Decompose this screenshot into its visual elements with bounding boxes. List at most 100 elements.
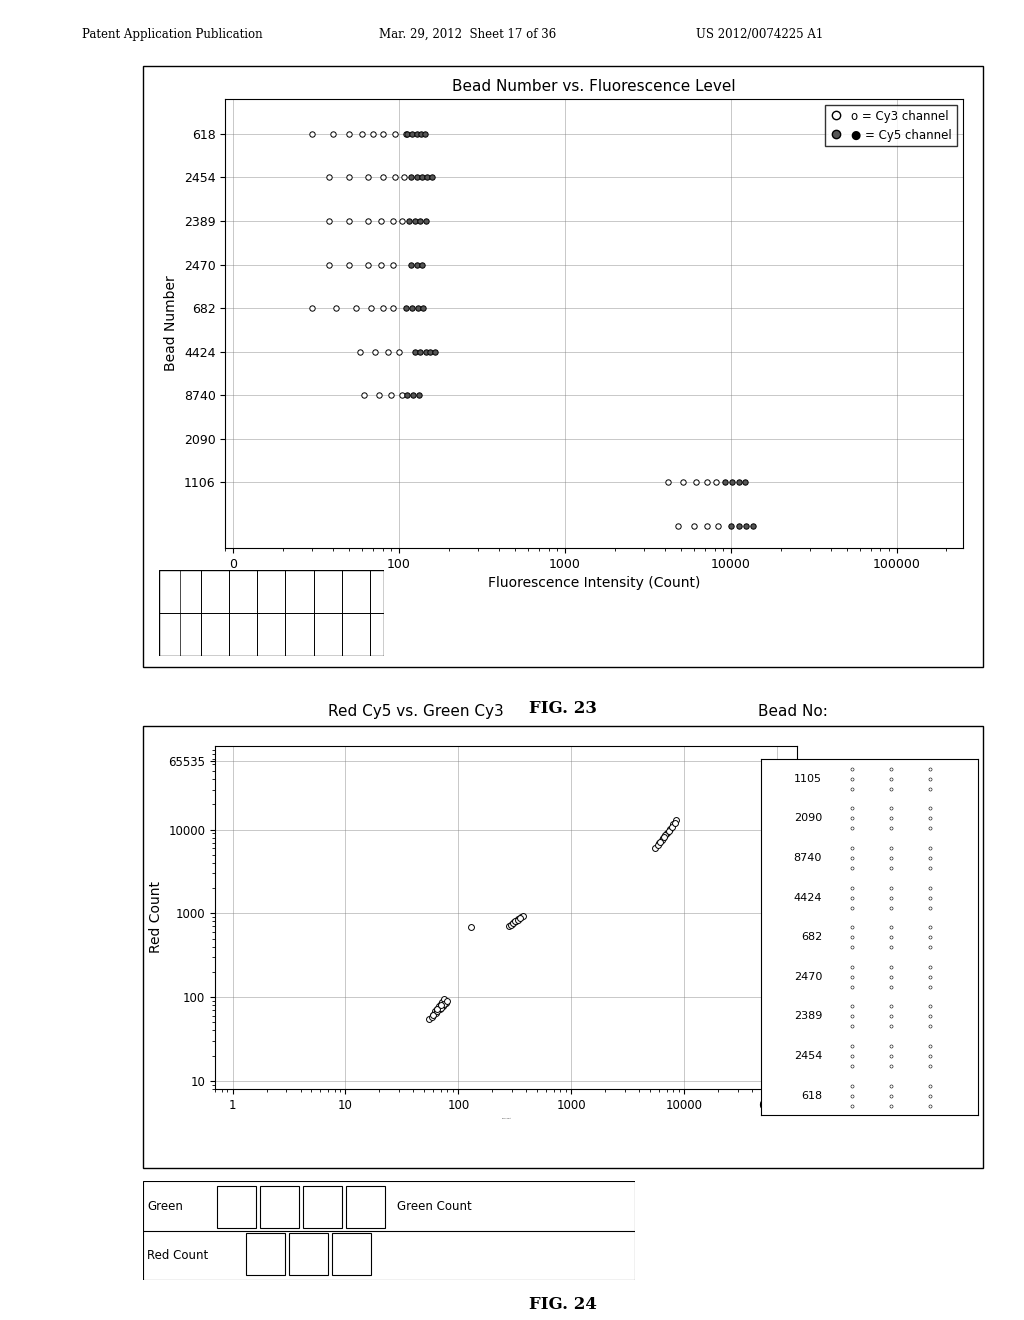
Point (403, 297, 420, 318)
Point (844, 1074, 860, 1096)
Point (922, 1074, 938, 1096)
Point (883, 887, 899, 908)
Point (424, 1006, 440, 1027)
Point (659, 471, 676, 492)
Point (362, 297, 379, 318)
Point (359, 166, 376, 187)
Point (922, 768, 938, 789)
Point (304, 123, 321, 144)
Point (722, 515, 738, 536)
Point (652, 832, 669, 853)
Text: FIG. 23: FIG. 23 (529, 700, 597, 717)
Point (402, 166, 419, 187)
Point (353, 123, 370, 144)
Text: 1105: 1105 (794, 774, 822, 784)
Text: 8740: 8740 (794, 853, 822, 863)
Point (510, 908, 526, 929)
Point (436, 994, 453, 1015)
Point (375, 166, 391, 187)
Point (321, 253, 337, 275)
Point (371, 384, 387, 405)
Point (463, 917, 479, 939)
Point (922, 977, 938, 998)
Point (844, 956, 860, 977)
Point (883, 1096, 899, 1117)
Point (427, 341, 443, 362)
Point (844, 1045, 860, 1067)
Point (512, 907, 528, 928)
Point (419, 166, 435, 187)
Point (922, 847, 938, 869)
Point (321, 166, 337, 187)
Point (383, 384, 399, 405)
Y-axis label: Red Count: Red Count (148, 882, 163, 953)
Point (738, 515, 755, 536)
Point (883, 1035, 899, 1056)
Text: Mar. 29, 2012  Sheet 17 of 36: Mar. 29, 2012 Sheet 17 of 36 (379, 28, 556, 41)
Point (414, 166, 430, 187)
Point (351, 341, 368, 362)
Point (414, 253, 430, 275)
Point (844, 1085, 860, 1106)
Point (505, 912, 521, 933)
Point (418, 341, 434, 362)
Text: 2389: 2389 (794, 1011, 822, 1022)
Point (649, 834, 666, 855)
Point (724, 471, 740, 492)
Point (883, 1056, 899, 1077)
Point (398, 123, 415, 144)
Point (922, 837, 938, 858)
Point (883, 847, 899, 869)
Point (514, 906, 530, 927)
Point (658, 822, 675, 843)
Point (883, 858, 899, 879)
Point (922, 818, 938, 840)
Point (434, 991, 451, 1012)
Point (844, 758, 860, 779)
Text: Red Count: Red Count (147, 1249, 209, 1262)
Point (508, 909, 524, 931)
Text: Green Count: Green Count (397, 1200, 472, 1213)
Text: US 2012/0074225 A1: US 2012/0074225 A1 (696, 28, 823, 41)
Point (398, 384, 415, 405)
Text: Green: Green (147, 1200, 183, 1213)
Point (883, 966, 899, 987)
Point (844, 966, 860, 987)
Point (506, 912, 522, 933)
Point (844, 797, 860, 818)
Point (385, 297, 401, 318)
Text: 618: 618 (801, 1090, 822, 1101)
Text: Patent Application Publication: Patent Application Publication (82, 28, 262, 41)
Point (429, 998, 445, 1019)
Point (664, 816, 680, 837)
Legend: o = Cy3 channel, ● = Cy5 channel: o = Cy3 channel, ● = Cy5 channel (825, 104, 956, 147)
Point (883, 977, 899, 998)
Point (510, 909, 526, 931)
Point (503, 915, 519, 936)
Bar (246, 1233, 285, 1275)
Point (367, 341, 383, 362)
Point (393, 384, 410, 405)
Point (922, 797, 938, 818)
Point (883, 1085, 899, 1106)
Point (844, 916, 860, 937)
Point (883, 758, 899, 779)
Point (433, 997, 450, 1018)
Point (439, 990, 456, 1011)
Point (883, 956, 899, 977)
Bar (346, 1187, 385, 1229)
Point (435, 995, 452, 1016)
Point (407, 210, 423, 231)
Bar (260, 1187, 299, 1229)
Point (359, 253, 376, 275)
Point (698, 471, 715, 492)
Point (922, 927, 938, 948)
Point (380, 341, 396, 362)
Point (922, 876, 938, 898)
Point (431, 998, 447, 1019)
Point (433, 994, 450, 1015)
Point (409, 166, 425, 187)
Point (655, 826, 672, 847)
Point (424, 166, 440, 187)
Point (698, 515, 715, 536)
